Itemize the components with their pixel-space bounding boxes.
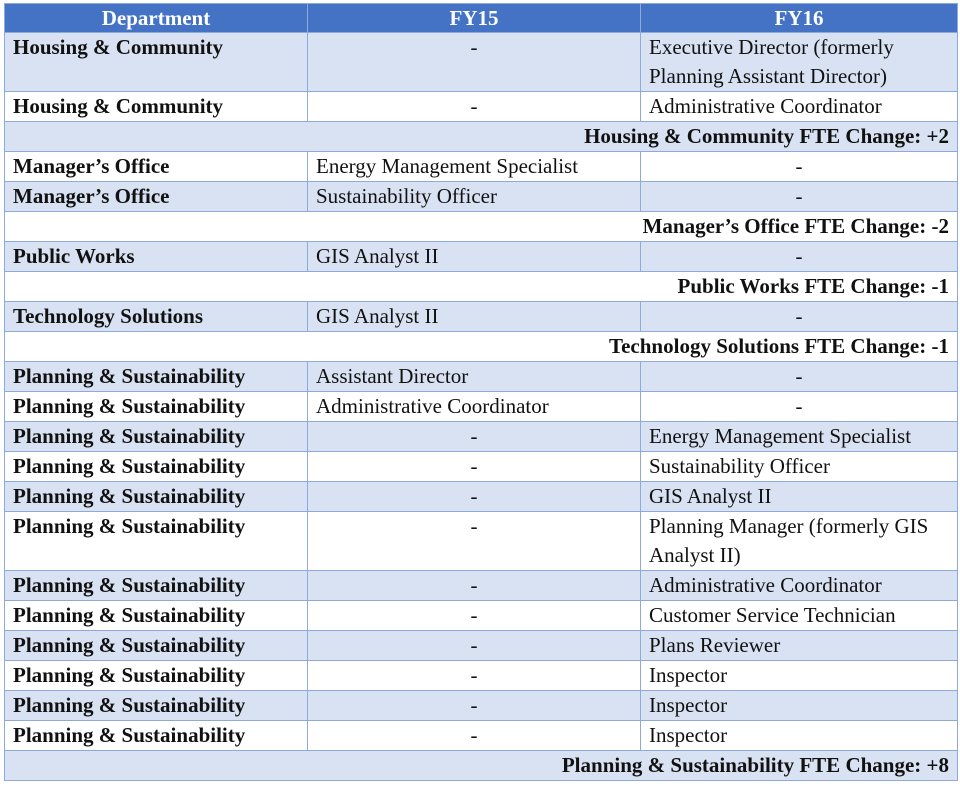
table-row: Planning & Sustainability - Planning Manag… [4, 511, 958, 571]
fy15-cell: Administrative Coordinator [307, 391, 641, 422]
fy16-cell: GIS Analyst II [640, 481, 958, 512]
fte-change-summary: Technology Solutions FTE Change: -1 [4, 331, 958, 362]
table-row: Planning & Sustainability - GIS Analyst II [4, 481, 958, 512]
fy16-cell: Inspector [640, 660, 958, 691]
fte-change-summary: Housing & Community FTE Change: +2 [4, 121, 958, 152]
summary-row: Housing & Community FTE Change: +2 [4, 121, 958, 152]
fy15-cell: Energy Management Specialist [307, 151, 641, 182]
summary-row: Technology Solutions FTE Change: -1 [4, 331, 958, 362]
fy16-cell: Executive Director (formerly Planning As… [640, 32, 958, 92]
table-row: Planning & Sustainability - Energy Managem… [4, 421, 958, 452]
table-row: Planning & Sustainability - Customer Servi… [4, 600, 958, 631]
fy15-cell: - [307, 511, 641, 571]
table-row: Planning & Sustainability - Inspector [4, 720, 958, 751]
table-row: Planning & Sustainability - Plans Reviewer [4, 630, 958, 661]
header-department: Department [4, 3, 308, 33]
department-cell: Public Works [4, 241, 308, 272]
fy16-cell: Sustainability Officer [640, 451, 958, 482]
table-header: Department FY15 FY16 [4, 3, 958, 33]
fte-change-summary: Public Works FTE Change: -1 [4, 271, 958, 302]
department-cell: Planning & Sustainability [4, 660, 308, 691]
department-cell: Planning & Sustainability [4, 361, 308, 392]
table-row: Planning & Sustainability Assistant Direc… [4, 361, 958, 392]
table-row: Manager’s Office Sustainability Officer - [4, 181, 958, 212]
fy15-cell: GIS Analyst II [307, 301, 641, 332]
department-cell: Technology Solutions [4, 301, 308, 332]
table-row: Planning & Sustainability - Sustainability… [4, 451, 958, 482]
summary-row: Planning & Sustainability FTE Change: +8 [4, 750, 958, 781]
department-cell: Housing & Community [4, 32, 308, 92]
fy15-cell: - [307, 600, 641, 631]
table-row: Planning & Sustainability Administrative … [4, 391, 958, 422]
fy16-cell: Energy Management Specialist [640, 421, 958, 452]
fy16-cell: Administrative Coordinator [640, 570, 958, 601]
table-body: Housing & Community - Executive Director (… [4, 32, 958, 781]
department-cell: Planning & Sustainability [4, 690, 308, 721]
department-cell: Planning & Sustainability [4, 421, 308, 452]
fy15-cell: - [307, 720, 641, 751]
fy16-cell: Administrative Coordinator [640, 91, 958, 122]
department-cell: Manager’s Office [4, 151, 308, 182]
header-fy15: FY15 [307, 3, 641, 33]
table-row: Housing & Community - Administrative Coord… [4, 91, 958, 122]
header-fy16: FY16 [640, 3, 958, 33]
fy16-cell: Customer Service Technician [640, 600, 958, 631]
fte-change-summary: Planning & Sustainability FTE Change: +8 [4, 750, 958, 781]
fte-change-summary: Manager’s Office FTE Change: -2 [4, 211, 958, 242]
table-row: Planning & Sustainability - Inspector [4, 660, 958, 691]
summary-row: Manager’s Office FTE Change: -2 [4, 211, 958, 242]
fy15-cell: - [307, 481, 641, 512]
fy15-cell: - [307, 32, 641, 92]
table-row: Public Works GIS Analyst II - [4, 241, 958, 272]
fy16-cell: - [640, 241, 958, 272]
department-cell: Planning & Sustainability [4, 570, 308, 601]
department-cell: Planning & Sustainability [4, 451, 308, 482]
department-cell: Planning & Sustainability [4, 630, 308, 661]
department-cell: Planning & Sustainability [4, 720, 308, 751]
table-row: Technology Solutions GIS Analyst II - [4, 301, 958, 332]
department-cell: Planning & Sustainability [4, 481, 308, 512]
fy15-cell: GIS Analyst II [307, 241, 641, 272]
fy16-cell: - [640, 301, 958, 332]
fy16-cell: Inspector [640, 720, 958, 751]
fy15-cell: - [307, 660, 641, 691]
fy16-cell: - [640, 361, 958, 392]
summary-row: Public Works FTE Change: -1 [4, 271, 958, 302]
fy16-cell: Inspector [640, 690, 958, 721]
fy16-cell: Planning Manager (formerly GIS Analyst I… [640, 511, 958, 571]
table-row: Housing & Community - Executive Director (… [4, 32, 958, 92]
department-cell: Planning & Sustainability [4, 391, 308, 422]
table-row: Planning & Sustainability - Administrative… [4, 570, 958, 601]
table-row: Planning & Sustainability - Inspector [4, 690, 958, 721]
department-cell: Planning & Sustainability [4, 600, 308, 631]
fy15-cell: - [307, 91, 641, 122]
fy16-cell: - [640, 151, 958, 182]
fy15-cell: - [307, 630, 641, 661]
fy15-cell: - [307, 451, 641, 482]
fy15-cell: Assistant Director [307, 361, 641, 392]
department-cell: Planning & Sustainability [4, 511, 308, 571]
fy15-cell: - [307, 421, 641, 452]
department-cell: Housing & Community [4, 91, 308, 122]
department-cell: Manager’s Office [4, 181, 308, 212]
fy16-cell: Plans Reviewer [640, 630, 958, 661]
fy16-cell: - [640, 181, 958, 212]
table-row: Manager’s Office Energy Management Specia… [4, 151, 958, 182]
fte-changes-table: Department FY15 FY16 Housing & Community… [4, 3, 958, 781]
fy15-cell: - [307, 690, 641, 721]
fy15-cell: Sustainability Officer [307, 181, 641, 212]
header-row: Department FY15 FY16 [4, 3, 958, 33]
fy15-cell: - [307, 570, 641, 601]
fy16-cell: - [640, 391, 958, 422]
